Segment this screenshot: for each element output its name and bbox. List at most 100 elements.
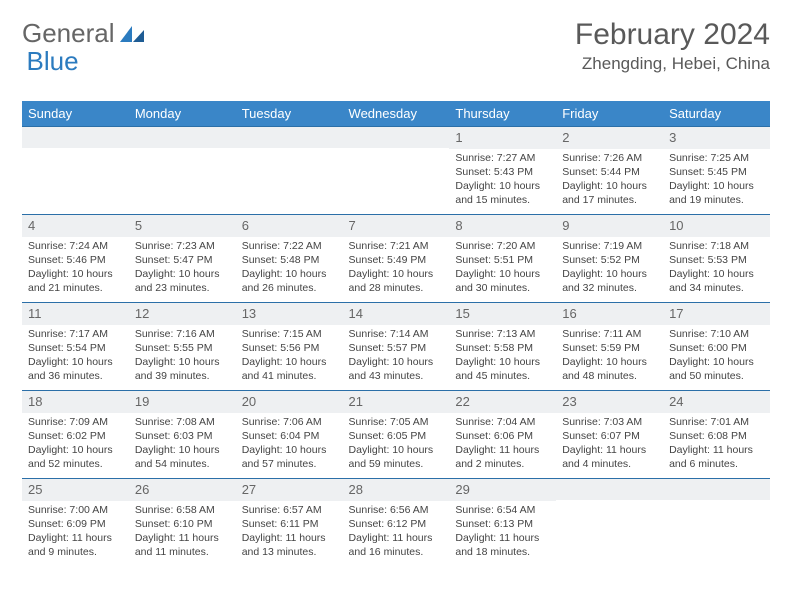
day-number: 29	[449, 479, 556, 501]
calendar-empty-cell	[236, 127, 343, 215]
logo-text-1: General	[22, 18, 115, 49]
calendar-empty-cell	[22, 127, 129, 215]
calendar-day-cell: 15Sunrise: 7:13 AMSunset: 5:58 PMDayligh…	[449, 303, 556, 391]
calendar-day-cell: 3Sunrise: 7:25 AMSunset: 5:45 PMDaylight…	[663, 127, 770, 215]
day-number: 10	[663, 215, 770, 237]
calendar-week-row: 18Sunrise: 7:09 AMSunset: 6:02 PMDayligh…	[22, 391, 770, 479]
location-text: Zhengding, Hebei, China	[575, 54, 770, 74]
day-number: 16	[556, 303, 663, 325]
calendar-table: SundayMondayTuesdayWednesdayThursdayFrid…	[22, 101, 770, 567]
day-info: Sunrise: 7:23 AMSunset: 5:47 PMDaylight:…	[129, 237, 236, 300]
day-number: 18	[22, 391, 129, 413]
day-info: Sunrise: 7:10 AMSunset: 6:00 PMDaylight:…	[663, 325, 770, 388]
calendar-day-cell: 4Sunrise: 7:24 AMSunset: 5:46 PMDaylight…	[22, 215, 129, 303]
calendar-day-cell: 8Sunrise: 7:20 AMSunset: 5:51 PMDaylight…	[449, 215, 556, 303]
calendar-header-row: SundayMondayTuesdayWednesdayThursdayFrid…	[22, 101, 770, 127]
day-info: Sunrise: 7:05 AMSunset: 6:05 PMDaylight:…	[343, 413, 450, 476]
day-info: Sunrise: 7:16 AMSunset: 5:55 PMDaylight:…	[129, 325, 236, 388]
day-number: 22	[449, 391, 556, 413]
day-number: 26	[129, 479, 236, 501]
day-number: 17	[663, 303, 770, 325]
weekday-header: Sunday	[22, 101, 129, 127]
day-number: 5	[129, 215, 236, 237]
calendar-day-cell: 1Sunrise: 7:27 AMSunset: 5:43 PMDaylight…	[449, 127, 556, 215]
day-number: 8	[449, 215, 556, 237]
day-number: 24	[663, 391, 770, 413]
day-info: Sunrise: 7:22 AMSunset: 5:48 PMDaylight:…	[236, 237, 343, 300]
day-number: 2	[556, 127, 663, 149]
day-info: Sunrise: 7:21 AMSunset: 5:49 PMDaylight:…	[343, 237, 450, 300]
day-info: Sunrise: 6:54 AMSunset: 6:13 PMDaylight:…	[449, 501, 556, 564]
calendar-week-row: 4Sunrise: 7:24 AMSunset: 5:46 PMDaylight…	[22, 215, 770, 303]
empty-day-number	[556, 479, 663, 500]
day-number: 14	[343, 303, 450, 325]
day-info: Sunrise: 7:17 AMSunset: 5:54 PMDaylight:…	[22, 325, 129, 388]
day-info: Sunrise: 6:57 AMSunset: 6:11 PMDaylight:…	[236, 501, 343, 564]
logo-text-2: Blue	[27, 46, 79, 77]
empty-day-number	[129, 127, 236, 148]
calendar-day-cell: 29Sunrise: 6:54 AMSunset: 6:13 PMDayligh…	[449, 479, 556, 567]
calendar-day-cell: 12Sunrise: 7:16 AMSunset: 5:55 PMDayligh…	[129, 303, 236, 391]
calendar-day-cell: 13Sunrise: 7:15 AMSunset: 5:56 PMDayligh…	[236, 303, 343, 391]
empty-day-number	[236, 127, 343, 148]
day-number: 19	[129, 391, 236, 413]
day-info: Sunrise: 7:06 AMSunset: 6:04 PMDaylight:…	[236, 413, 343, 476]
day-number: 12	[129, 303, 236, 325]
calendar-empty-cell	[343, 127, 450, 215]
empty-day-number	[343, 127, 450, 148]
calendar-day-cell: 17Sunrise: 7:10 AMSunset: 6:00 PMDayligh…	[663, 303, 770, 391]
calendar-day-cell: 2Sunrise: 7:26 AMSunset: 5:44 PMDaylight…	[556, 127, 663, 215]
day-info: Sunrise: 7:13 AMSunset: 5:58 PMDaylight:…	[449, 325, 556, 388]
empty-day-number	[22, 127, 129, 148]
title-block: February 2024 Zhengding, Hebei, China	[575, 18, 770, 74]
calendar-week-row: 11Sunrise: 7:17 AMSunset: 5:54 PMDayligh…	[22, 303, 770, 391]
day-info: Sunrise: 7:25 AMSunset: 5:45 PMDaylight:…	[663, 149, 770, 212]
day-number: 4	[22, 215, 129, 237]
calendar-day-cell: 9Sunrise: 7:19 AMSunset: 5:52 PMDaylight…	[556, 215, 663, 303]
calendar-empty-cell	[556, 479, 663, 567]
day-info: Sunrise: 7:20 AMSunset: 5:51 PMDaylight:…	[449, 237, 556, 300]
calendar-day-cell: 6Sunrise: 7:22 AMSunset: 5:48 PMDaylight…	[236, 215, 343, 303]
weekday-header: Tuesday	[236, 101, 343, 127]
month-title: February 2024	[575, 18, 770, 52]
empty-day-number	[663, 479, 770, 500]
calendar-day-cell: 28Sunrise: 6:56 AMSunset: 6:12 PMDayligh…	[343, 479, 450, 567]
calendar-day-cell: 26Sunrise: 6:58 AMSunset: 6:10 PMDayligh…	[129, 479, 236, 567]
calendar-day-cell: 27Sunrise: 6:57 AMSunset: 6:11 PMDayligh…	[236, 479, 343, 567]
day-info: Sunrise: 7:03 AMSunset: 6:07 PMDaylight:…	[556, 413, 663, 476]
calendar-day-cell: 19Sunrise: 7:08 AMSunset: 6:03 PMDayligh…	[129, 391, 236, 479]
day-number: 6	[236, 215, 343, 237]
calendar-day-cell: 16Sunrise: 7:11 AMSunset: 5:59 PMDayligh…	[556, 303, 663, 391]
weekday-header: Thursday	[449, 101, 556, 127]
calendar-day-cell: 25Sunrise: 7:00 AMSunset: 6:09 PMDayligh…	[22, 479, 129, 567]
calendar-day-cell: 21Sunrise: 7:05 AMSunset: 6:05 PMDayligh…	[343, 391, 450, 479]
calendar-day-cell: 11Sunrise: 7:17 AMSunset: 5:54 PMDayligh…	[22, 303, 129, 391]
day-number: 13	[236, 303, 343, 325]
day-number: 9	[556, 215, 663, 237]
day-info: Sunrise: 7:09 AMSunset: 6:02 PMDaylight:…	[22, 413, 129, 476]
calendar-day-cell: 10Sunrise: 7:18 AMSunset: 5:53 PMDayligh…	[663, 215, 770, 303]
day-number: 25	[22, 479, 129, 501]
day-number: 3	[663, 127, 770, 149]
day-info: Sunrise: 7:14 AMSunset: 5:57 PMDaylight:…	[343, 325, 450, 388]
calendar-day-cell: 14Sunrise: 7:14 AMSunset: 5:57 PMDayligh…	[343, 303, 450, 391]
day-info: Sunrise: 7:00 AMSunset: 6:09 PMDaylight:…	[22, 501, 129, 564]
day-info: Sunrise: 7:08 AMSunset: 6:03 PMDaylight:…	[129, 413, 236, 476]
day-info: Sunrise: 7:27 AMSunset: 5:43 PMDaylight:…	[449, 149, 556, 212]
day-info: Sunrise: 7:04 AMSunset: 6:06 PMDaylight:…	[449, 413, 556, 476]
calendar-week-row: 25Sunrise: 7:00 AMSunset: 6:09 PMDayligh…	[22, 479, 770, 567]
calendar-day-cell: 7Sunrise: 7:21 AMSunset: 5:49 PMDaylight…	[343, 215, 450, 303]
day-number: 15	[449, 303, 556, 325]
day-info: Sunrise: 7:18 AMSunset: 5:53 PMDaylight:…	[663, 237, 770, 300]
day-number: 23	[556, 391, 663, 413]
calendar-day-cell: 20Sunrise: 7:06 AMSunset: 6:04 PMDayligh…	[236, 391, 343, 479]
day-number: 11	[22, 303, 129, 325]
calendar-empty-cell	[663, 479, 770, 567]
day-number: 20	[236, 391, 343, 413]
logo: General	[22, 18, 145, 49]
day-info: Sunrise: 7:24 AMSunset: 5:46 PMDaylight:…	[22, 237, 129, 300]
logo-sail-icon	[119, 24, 145, 44]
calendar-empty-cell	[129, 127, 236, 215]
calendar-day-cell: 24Sunrise: 7:01 AMSunset: 6:08 PMDayligh…	[663, 391, 770, 479]
calendar-day-cell: 18Sunrise: 7:09 AMSunset: 6:02 PMDayligh…	[22, 391, 129, 479]
